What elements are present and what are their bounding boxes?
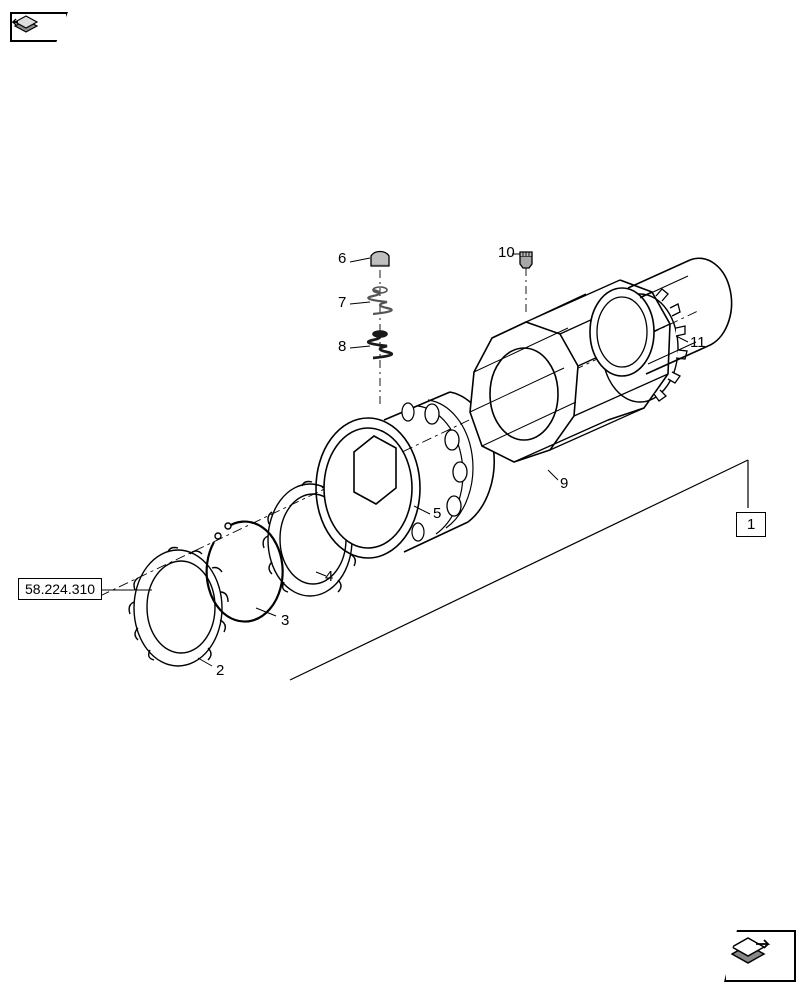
callout-6: 6 xyxy=(338,250,346,267)
callout-7: 7 xyxy=(338,294,346,311)
part-spring-8 xyxy=(368,331,391,358)
callout-9: 9 xyxy=(560,475,568,492)
callout-11: 11 xyxy=(690,334,706,351)
callout-10: 10 xyxy=(498,244,515,261)
part-hub-5 xyxy=(316,392,494,558)
assembly-ref-box: 1 xyxy=(736,512,766,537)
reference-code: 58.224.310 xyxy=(18,578,102,600)
assembly-ref-label: 1 xyxy=(747,516,755,533)
callout-4: 4 xyxy=(325,568,333,585)
callout-3: 3 xyxy=(281,612,289,629)
callout-8: 8 xyxy=(338,338,346,355)
part-bushing-11 xyxy=(590,258,732,376)
exploded-view xyxy=(0,0,808,1000)
callout-2: 2 xyxy=(216,662,224,679)
part-set-screw-10 xyxy=(520,252,532,268)
part-retaining-ring-3 xyxy=(207,522,283,622)
part-detent-6 xyxy=(371,251,389,266)
callout-5: 5 xyxy=(433,505,441,522)
part-wave-washer-2 xyxy=(129,548,228,667)
reference-label: 58.224.310 xyxy=(25,581,95,597)
